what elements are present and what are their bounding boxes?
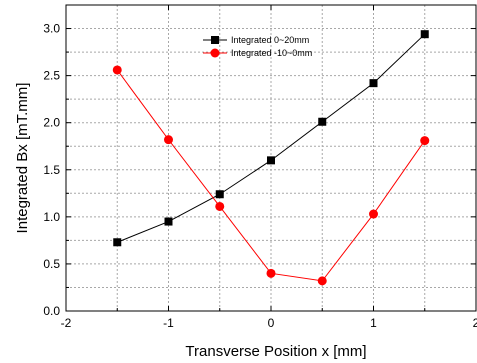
legend-marker-circle <box>210 48 220 58</box>
y-tick-label: 1.0 <box>43 210 60 224</box>
y-tick-label: 2.5 <box>43 69 60 83</box>
x-tick-label: 1 <box>370 316 377 330</box>
data-point-circle <box>215 201 225 211</box>
data-series <box>112 30 430 286</box>
data-point-circle <box>420 136 430 146</box>
data-point-square <box>215 190 224 199</box>
data-point-circle <box>317 276 327 286</box>
data-point-circle <box>266 268 276 278</box>
data-point-square <box>267 156 275 165</box>
axis-ticks: -2 -1 0 1 2 0.0 0.5 1.0 1.5 2.0 2.5 3.0 <box>43 5 477 330</box>
legend-marker-square <box>211 36 219 44</box>
x-axis-title: Transverse Position x [mm] <box>185 343 366 360</box>
data-point-square <box>420 30 429 39</box>
data-point-square <box>113 238 122 247</box>
series-2 <box>112 65 430 286</box>
data-point-square <box>369 79 378 88</box>
x-tick-label: 2 <box>473 316 477 330</box>
grid-lines <box>66 5 476 311</box>
data-point-square <box>318 117 327 126</box>
y-tick-label: 1.5 <box>43 163 60 177</box>
x-tick-label: -1 <box>163 316 174 330</box>
x-tick-label: -2 <box>61 316 72 330</box>
legend: Integrated 0~20mm Integrated -10~0mm <box>203 35 312 58</box>
y-tick-label: 2.0 <box>43 116 60 130</box>
y-tick-label: 0.5 <box>43 257 60 271</box>
x-tick-label: 0 <box>268 316 275 330</box>
data-point-circle <box>164 135 173 145</box>
data-point-square <box>164 217 173 226</box>
y-tick-label: 3.0 <box>43 22 60 36</box>
data-point-circle <box>112 65 122 75</box>
y-axis-title: Integrated Bx [mT.mm] <box>14 83 31 234</box>
y-tick-label: 0.0 <box>43 304 60 318</box>
data-point-circle <box>369 209 378 219</box>
legend-label: Integrated 0~20mm <box>231 35 309 45</box>
legend-label: Integrated -10~0mm <box>231 48 312 58</box>
series-1 <box>113 30 429 247</box>
